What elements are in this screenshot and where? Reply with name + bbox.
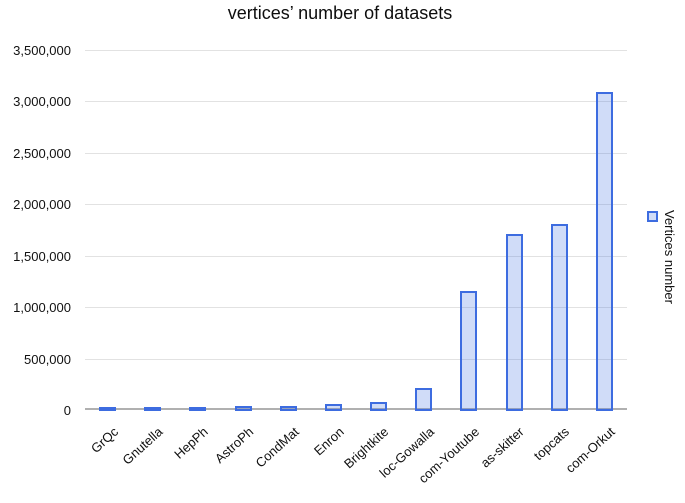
chart-title: vertices’ number of datasets — [227, 3, 453, 23]
bar-hepph — [189, 406, 207, 411]
y-tick-label: 2,000,000 — [13, 197, 71, 213]
bar-astroph — [234, 406, 252, 411]
gridline — [85, 152, 627, 154]
y-tick-label: 3,500,000 — [13, 43, 71, 58]
gridline — [85, 255, 627, 257]
plot-area — [85, 50, 627, 411]
x-tick-label: GrQc — [87, 424, 121, 456]
y-tick-label: 0 — [63, 403, 71, 418]
x-tick-label: CondMat — [252, 424, 302, 471]
x-tick-label: Enron — [310, 424, 347, 459]
y-tick-label: 1,500,000 — [13, 248, 71, 264]
bar-as-skitter — [505, 233, 523, 411]
y-tick-label: 2,500,000 — [13, 145, 71, 161]
y-tick-label: 1,000,000 — [13, 300, 71, 316]
y-tick-label: 500,000 — [24, 351, 71, 367]
bar-com-youtube — [460, 291, 478, 411]
x-tick-label: topcats — [531, 424, 573, 464]
legend-square-icon — [647, 211, 658, 222]
gridline — [85, 204, 627, 206]
bar-enron — [324, 404, 342, 411]
gridline — [85, 101, 627, 103]
x-tick-label: Gnutella — [119, 424, 166, 468]
bar-grqc — [99, 407, 117, 411]
bar-brightkite — [370, 402, 388, 411]
gridline — [85, 307, 627, 309]
bar-loc-gowalla — [415, 387, 433, 411]
gridline — [85, 358, 627, 360]
bar-com-orkut — [595, 91, 613, 411]
x-axis-line — [85, 408, 627, 410]
x-tick-label: com-Orkut — [562, 424, 618, 476]
bar-gnutella — [144, 407, 162, 411]
x-tick-label: AstroPh — [211, 424, 257, 467]
bar-topcats — [550, 223, 568, 411]
legend-label: Vertices number — [662, 210, 677, 304]
bar-condmat — [279, 405, 297, 411]
gridline — [85, 50, 627, 51]
x-tick-label: as-skitter — [477, 424, 528, 471]
x-tick-label: HepPh — [171, 424, 211, 462]
y-tick-label: 3,000,000 — [13, 94, 71, 110]
